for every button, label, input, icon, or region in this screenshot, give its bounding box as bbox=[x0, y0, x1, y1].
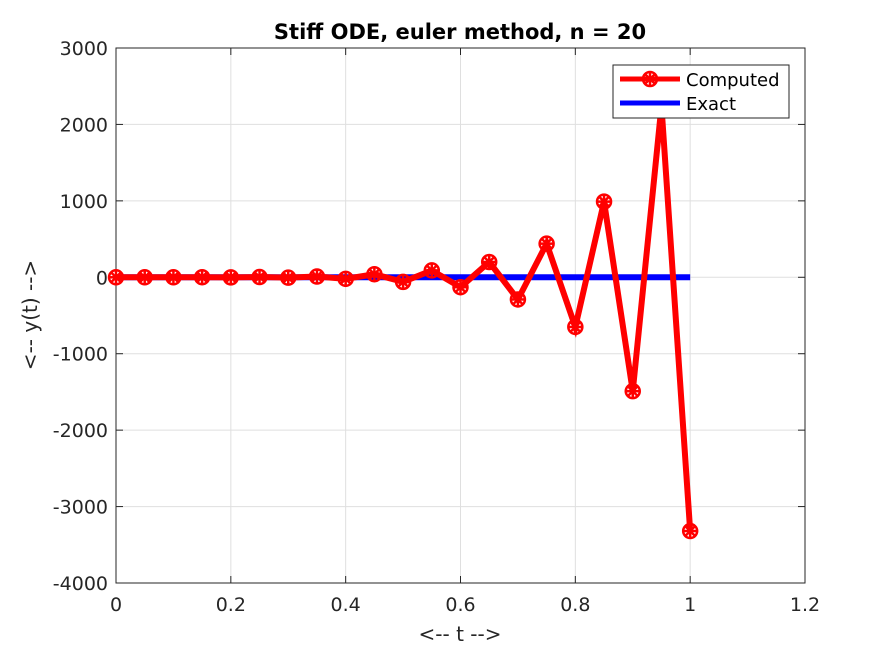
x-tick-label: 0.8 bbox=[560, 594, 590, 616]
x-tick-label: 0 bbox=[110, 594, 122, 616]
series-computed-point-stroke bbox=[253, 270, 266, 284]
series-computed-point-stroke bbox=[425, 264, 438, 277]
x-tick-label: 0.4 bbox=[331, 594, 361, 616]
x-axis-ticks: 0 0.2 0.4 0.6 0.8 1 1.2 bbox=[110, 48, 820, 616]
series-computed-point-stroke bbox=[109, 271, 123, 284]
series-computed-point-stroke bbox=[224, 271, 238, 284]
x-tick-label: 0.6 bbox=[445, 594, 475, 616]
series-computed-point bbox=[366, 265, 383, 283]
series-computed-point bbox=[509, 291, 527, 308]
series-computed-point-stroke bbox=[195, 271, 209, 284]
legend-computed-label: Computed bbox=[686, 70, 780, 91]
x-axis-label: <-- t --> bbox=[419, 622, 502, 646]
chart-title: Stiff ODE, euler method, n = 20 bbox=[274, 20, 646, 44]
series-computed-point-stroke bbox=[368, 268, 381, 281]
y-tick-label: 0 bbox=[96, 267, 108, 289]
series-computed-point bbox=[193, 268, 211, 286]
series-computed-point bbox=[222, 269, 240, 286]
legend-computed-point-stroke bbox=[643, 72, 657, 86]
y-tick-label: -4000 bbox=[53, 573, 108, 595]
series-computed-point bbox=[165, 269, 182, 286]
y-tick-label: 3000 bbox=[60, 38, 108, 60]
series-computed-point bbox=[595, 193, 613, 210]
series-computed-point-stroke bbox=[396, 275, 410, 289]
y-tick-label: -2000 bbox=[53, 420, 108, 442]
series-computed-point bbox=[337, 270, 354, 288]
series-computed-point bbox=[107, 269, 125, 286]
legend-exact-label: Exact bbox=[686, 94, 736, 115]
legend-computed-point bbox=[641, 70, 659, 88]
series-computed-point-stroke bbox=[138, 271, 151, 284]
series-computed-point bbox=[624, 382, 641, 400]
series-computed-point-stroke bbox=[511, 293, 525, 306]
series-computed-point-stroke bbox=[310, 270, 324, 283]
legend: Computed Exact bbox=[612, 64, 790, 119]
x-tick-label: 1 bbox=[684, 594, 696, 616]
series-computed-point bbox=[251, 268, 268, 286]
series-computed-point bbox=[681, 522, 699, 540]
series-computed-point bbox=[423, 262, 441, 279]
series-computed-point bbox=[567, 318, 584, 336]
series-computed-point-stroke bbox=[626, 384, 639, 398]
series-computed-point-stroke bbox=[339, 272, 352, 286]
legend-computed-marker bbox=[641, 70, 659, 88]
series-computed-point bbox=[452, 278, 469, 296]
y-tick-label: 2000 bbox=[60, 114, 108, 136]
series-computed-point-stroke bbox=[454, 281, 467, 294]
series-computed-point bbox=[280, 269, 297, 286]
series-computed-point-stroke bbox=[167, 271, 180, 284]
legend-box bbox=[612, 64, 790, 119]
y-tick-label: -3000 bbox=[53, 497, 108, 519]
series-computed-point bbox=[394, 273, 412, 291]
series-computed-point-stroke bbox=[282, 271, 295, 284]
series-computed-point-stroke bbox=[483, 255, 496, 269]
series-computed-point bbox=[136, 269, 153, 286]
x-tick-label: 0.2 bbox=[216, 594, 246, 616]
y-axis-ticks: -4000 -3000 -2000 -1000 0 1000 2000 3000 bbox=[53, 38, 805, 595]
series-computed-point-stroke bbox=[540, 237, 553, 250]
series-computed-point-stroke bbox=[683, 524, 697, 538]
series-computed-point-stroke bbox=[597, 195, 611, 208]
series-computed-point-stroke bbox=[569, 320, 582, 334]
y-tick-label: -1000 bbox=[53, 344, 108, 366]
series-computed-point bbox=[308, 268, 326, 285]
series-computed-point bbox=[538, 235, 555, 252]
y-tick-label: 1000 bbox=[60, 191, 108, 213]
y-axis-label: <-- y(t) --> bbox=[18, 260, 42, 370]
x-tick-label: 1.2 bbox=[790, 594, 820, 616]
series-computed-point bbox=[480, 253, 498, 271]
